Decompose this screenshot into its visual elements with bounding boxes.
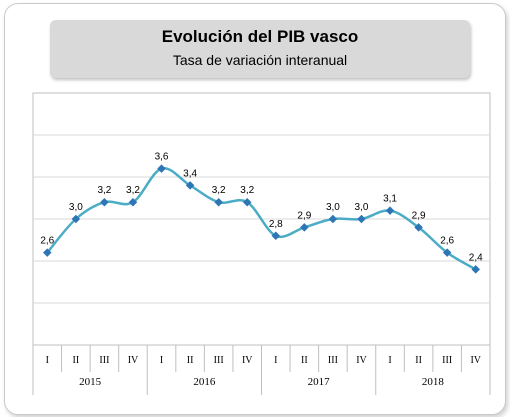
quarter-label: I: [388, 355, 391, 366]
data-point: [357, 214, 366, 224]
year-label: 2018: [422, 376, 445, 388]
data-label: 3,1: [383, 194, 397, 205]
data-label: 3,0: [355, 202, 369, 213]
data-point: [71, 214, 81, 224]
data-point: [43, 248, 52, 257]
year-label: 2015: [79, 376, 102, 388]
data-label: 3,2: [212, 185, 226, 196]
chart-subtitle: Tasa de variación interanual: [172, 52, 348, 68]
data-label: 3,0: [69, 202, 83, 213]
data-label: 2,6: [440, 236, 454, 247]
data-point: [157, 164, 166, 173]
quarter-label: I: [46, 355, 49, 366]
data-label: 3,2: [126, 185, 140, 196]
data-point: [300, 223, 309, 232]
data-point: [414, 223, 423, 232]
quarter-label: I: [160, 355, 163, 366]
quarter-label: II: [301, 355, 308, 366]
data-label: 3,0: [326, 202, 340, 213]
quarter-label: II: [415, 355, 422, 366]
chart-title: Evolución del PIB vasco: [161, 27, 359, 46]
quarter-label: I: [274, 355, 277, 366]
quarter-label: III: [214, 355, 224, 366]
data-point: [385, 206, 395, 215]
data-point: [271, 231, 281, 241]
quarter-label: III: [442, 355, 452, 366]
data-label: 3,4: [183, 168, 197, 179]
data-label: 2,9: [412, 210, 426, 221]
data-label: 2,8: [269, 219, 283, 230]
year-label: 2017: [308, 376, 331, 388]
year-label: 2016: [193, 376, 216, 388]
data-point: [442, 248, 452, 257]
title-box: Evolución del PIB vasco Tasa de variació…: [50, 20, 470, 78]
data-point: [100, 197, 109, 207]
data-point: [185, 181, 195, 190]
data-label: 3,2: [97, 185, 111, 196]
data-label: 2,6: [40, 236, 54, 247]
quarter-label: IV: [128, 355, 139, 366]
quarter-label: III: [328, 355, 338, 366]
data-label: 2,4: [469, 252, 483, 263]
data-point: [328, 214, 338, 224]
data-point: [242, 197, 252, 207]
data-label: 2,9: [297, 210, 311, 221]
quarter-label: II: [73, 355, 80, 366]
quarter-label: IV: [470, 355, 481, 366]
data-point: [214, 197, 223, 207]
quarter-label: IV: [242, 355, 253, 366]
quarter-label: IV: [356, 355, 367, 366]
series-line: [46, 167, 477, 271]
data-point: [471, 265, 480, 274]
data-label: 3,2: [240, 185, 254, 196]
quarter-label: III: [99, 355, 109, 366]
quarter-label: II: [187, 355, 194, 366]
data-label: 3,6: [155, 152, 169, 163]
data-point: [128, 197, 138, 207]
